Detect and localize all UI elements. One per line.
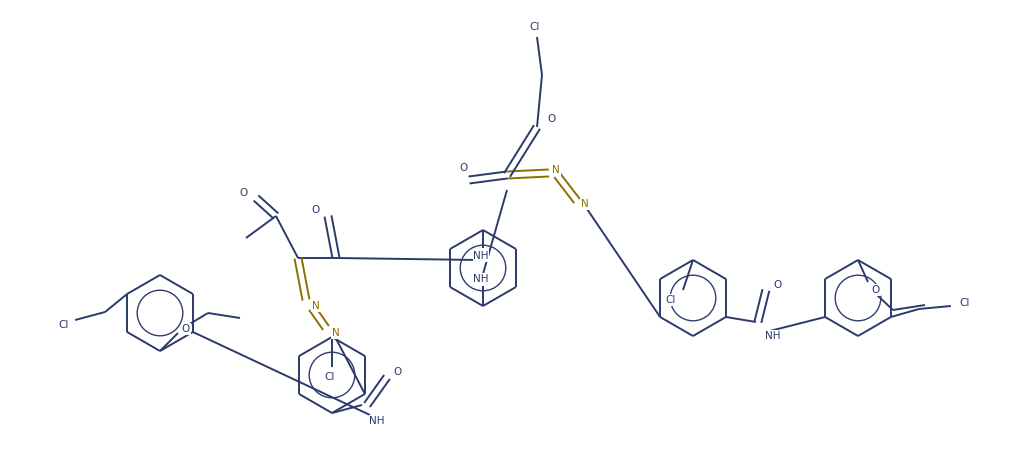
Text: Cl: Cl: [530, 22, 540, 32]
Text: N: N: [332, 328, 340, 338]
Text: Cl: Cl: [666, 295, 676, 305]
Text: O: O: [393, 367, 401, 377]
Text: NH: NH: [766, 331, 781, 341]
Text: O: O: [774, 280, 782, 290]
Text: O: O: [546, 114, 555, 124]
Text: N: N: [553, 165, 560, 175]
Text: N: N: [312, 301, 320, 311]
Text: O: O: [460, 163, 468, 173]
Text: Cl: Cl: [58, 320, 68, 330]
Text: Cl: Cl: [325, 372, 335, 382]
Text: O: O: [240, 188, 248, 198]
Text: N: N: [581, 199, 589, 209]
Text: NH: NH: [473, 274, 489, 284]
Text: NH: NH: [473, 251, 489, 261]
Text: O: O: [312, 205, 320, 215]
Text: O: O: [182, 324, 190, 334]
Text: NH: NH: [369, 416, 385, 426]
Text: Cl: Cl: [960, 298, 970, 308]
Text: O: O: [872, 285, 880, 295]
